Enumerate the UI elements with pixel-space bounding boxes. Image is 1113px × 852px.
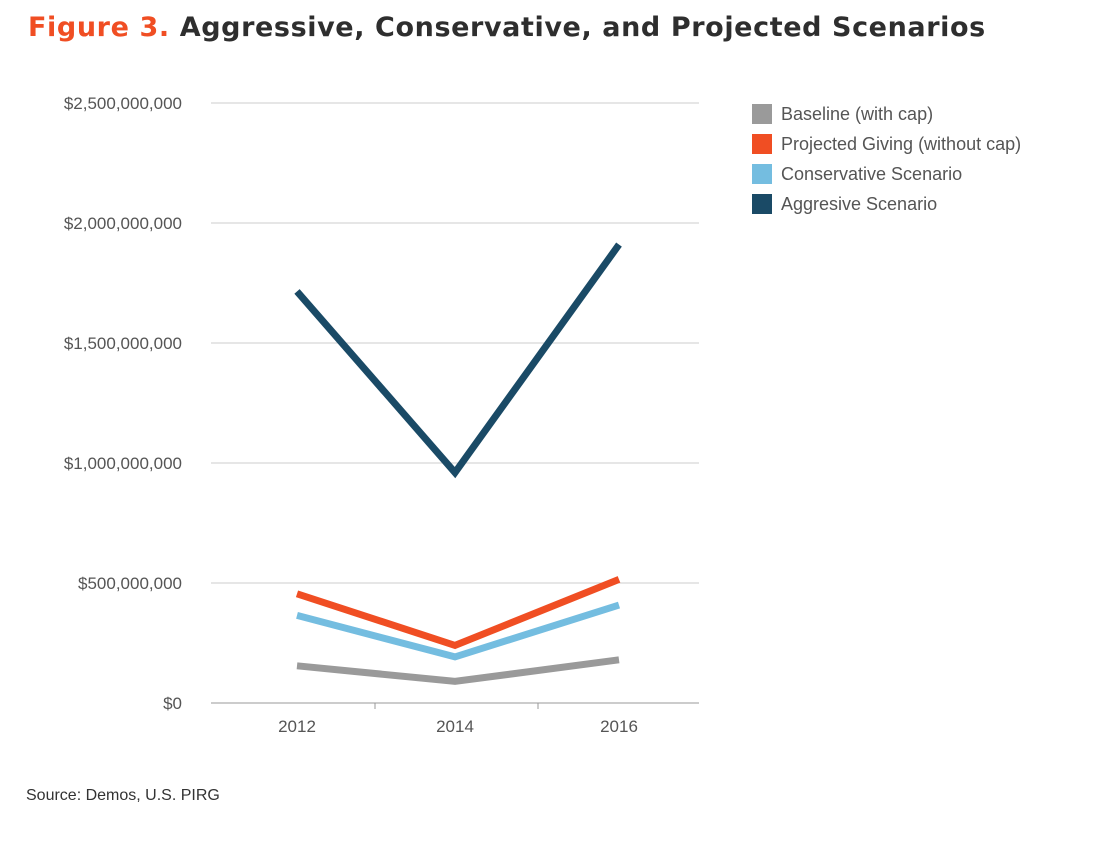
legend-swatch xyxy=(752,194,772,214)
series-line-aggresive-scenario xyxy=(294,242,622,479)
chart-title: Figure 3. Aggressive, Conservative, and … xyxy=(28,12,986,43)
series-line-projected-giving-without-cap xyxy=(295,576,621,650)
series-line-baseline-with-cap xyxy=(296,656,620,685)
legend-item: Conservative Scenario xyxy=(752,159,1021,189)
legend-swatch xyxy=(752,134,772,154)
y-tick-label: $1,500,000,000 xyxy=(64,334,182,353)
legend-label: Projected Giving (without cap) xyxy=(781,133,1022,154)
legend-item: Baseline (with cap) xyxy=(752,99,1021,129)
legend-item: Projected Giving (without cap) xyxy=(752,129,1021,159)
y-tick-label: $1,000,000,000 xyxy=(64,454,182,473)
x-tick-label: 2012 xyxy=(278,717,316,736)
y-tick-label: $500,000,000 xyxy=(78,574,182,593)
legend-label: Aggresive Scenario xyxy=(781,193,938,214)
figure-number: Figure 3. xyxy=(28,12,170,43)
legend-swatch xyxy=(752,104,772,124)
legend-label: Conservative Scenario xyxy=(781,163,963,184)
figure-title-text: Aggressive, Conservative, and Projected … xyxy=(179,12,986,43)
series-line-conservative-scenario xyxy=(296,601,621,661)
y-tick-label: $2,500,000,000 xyxy=(64,94,182,113)
x-tick-label: 2014 xyxy=(436,717,474,736)
legend-item: Aggresive Scenario xyxy=(752,189,1021,219)
legend-label: Baseline (with cap) xyxy=(781,103,934,124)
x-tick-label: 2016 xyxy=(600,717,638,736)
legend: Baseline (with cap) Projected Giving (wit… xyxy=(752,99,1021,219)
legend-swatch xyxy=(752,164,772,184)
y-tick-label: $2,000,000,000 xyxy=(64,214,182,233)
y-tick-label: $0 xyxy=(163,694,182,713)
source-note: Source: Demos, U.S. PIRG xyxy=(26,787,220,804)
